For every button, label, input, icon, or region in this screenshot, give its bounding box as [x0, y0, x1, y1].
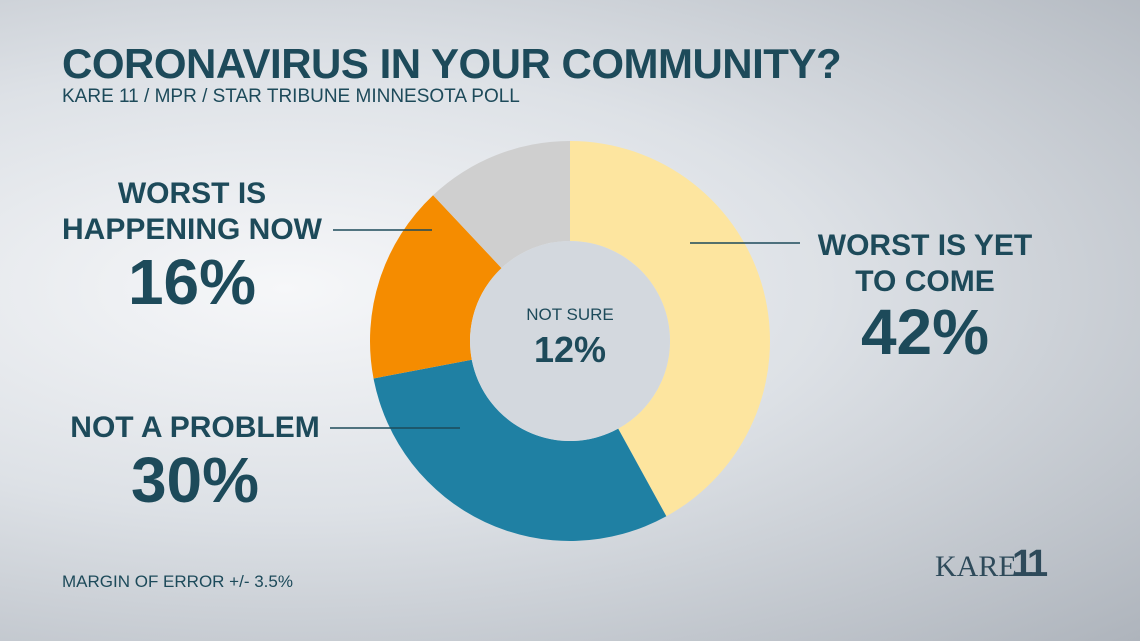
donut-slice [369, 195, 502, 379]
slice-label: WORST IS HAPPENING NOW [61, 177, 322, 246]
donut-hole [470, 241, 670, 441]
value-label: 30% [130, 444, 260, 516]
value-label: 16% [127, 246, 257, 318]
donut-slice [373, 359, 667, 541]
chart-subtitle: KARE 11 / MPR / STAR TRIBUNE MINNESOTA P… [62, 86, 520, 107]
logo-text: KARE [935, 550, 1017, 583]
value-label: 12% [533, 329, 607, 370]
donut-slice [570, 141, 770, 517]
slice-label: NOT SURE [526, 305, 614, 324]
logo-number: 11 [1012, 543, 1048, 585]
slice-label: NOT A PROBLEM [70, 411, 320, 444]
donut-slice [433, 141, 570, 269]
chart-title: CORONAVIRUS IN YOUR COMMUNITY? [62, 40, 842, 87]
note: MARGIN OF ERROR +/- 3.5% [62, 572, 293, 591]
value-label: 42% [860, 296, 990, 368]
slice-label: WORST IS YET TO COME [817, 229, 1033, 298]
